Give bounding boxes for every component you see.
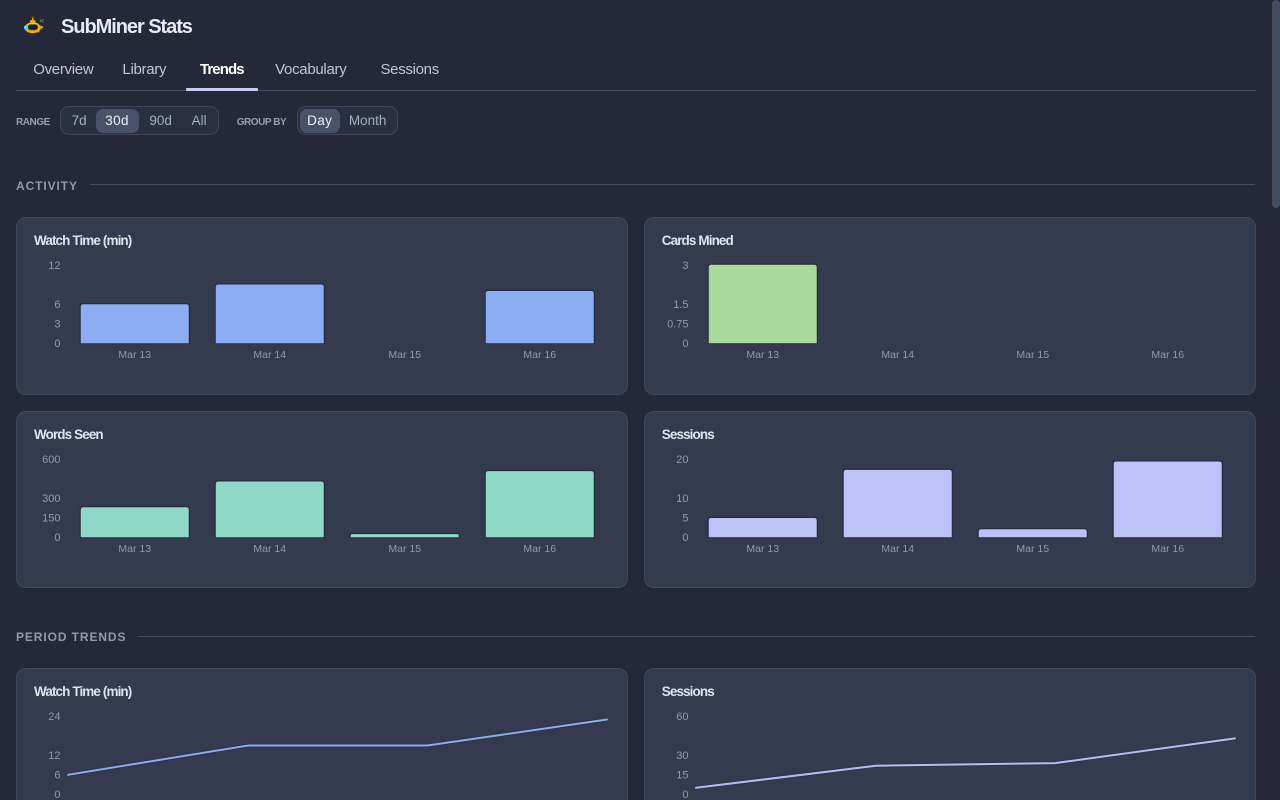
svg-text:0: 0 bbox=[682, 338, 688, 350]
svg-text:24: 24 bbox=[48, 711, 60, 723]
svg-text:Mar 16: Mar 16 bbox=[1151, 543, 1184, 555]
svg-text:6: 6 bbox=[54, 299, 60, 311]
svg-text:0: 0 bbox=[54, 789, 60, 800]
svg-text:6: 6 bbox=[54, 770, 60, 782]
svg-text:Mar 14: Mar 14 bbox=[253, 543, 286, 555]
svg-text:Mar 14: Mar 14 bbox=[881, 543, 914, 555]
svg-text:30: 30 bbox=[676, 750, 688, 762]
svg-text:600: 600 bbox=[42, 454, 60, 466]
svg-text:Mar 15: Mar 15 bbox=[388, 349, 421, 361]
svg-text:3: 3 bbox=[682, 260, 688, 272]
svg-text:0.75: 0.75 bbox=[667, 319, 688, 331]
svg-text:0: 0 bbox=[54, 338, 60, 350]
svg-text:Mar 13: Mar 13 bbox=[118, 543, 151, 555]
svg-text:60: 60 bbox=[676, 711, 688, 723]
svg-text:Mar 13: Mar 13 bbox=[118, 349, 151, 361]
svg-text:10: 10 bbox=[676, 493, 688, 505]
svg-text:0: 0 bbox=[54, 532, 60, 544]
svg-text:0: 0 bbox=[682, 789, 688, 800]
svg-text:0: 0 bbox=[682, 532, 688, 544]
svg-text:1.5: 1.5 bbox=[673, 299, 688, 311]
svg-text:15: 15 bbox=[676, 770, 688, 782]
svg-text:300: 300 bbox=[42, 493, 60, 505]
svg-text:Mar 16: Mar 16 bbox=[523, 349, 556, 361]
svg-text:Mar 16: Mar 16 bbox=[523, 543, 556, 555]
svg-text:Mar 16: Mar 16 bbox=[1151, 349, 1184, 361]
svg-text:Mar 15: Mar 15 bbox=[1016, 543, 1049, 555]
svg-text:Mar 15: Mar 15 bbox=[388, 543, 421, 555]
svg-text:Mar 13: Mar 13 bbox=[746, 543, 779, 555]
svg-text:5: 5 bbox=[682, 512, 688, 524]
svg-text:12: 12 bbox=[48, 750, 60, 762]
svg-text:Mar 13: Mar 13 bbox=[746, 349, 779, 361]
svg-text:150: 150 bbox=[42, 512, 60, 524]
svg-text:3: 3 bbox=[54, 319, 60, 331]
svg-text:20: 20 bbox=[676, 454, 688, 466]
svg-text:12: 12 bbox=[48, 260, 60, 272]
svg-text:Mar 15: Mar 15 bbox=[1016, 349, 1049, 361]
svg-text:Mar 14: Mar 14 bbox=[881, 349, 914, 361]
svg-text:Mar 14: Mar 14 bbox=[253, 349, 286, 361]
